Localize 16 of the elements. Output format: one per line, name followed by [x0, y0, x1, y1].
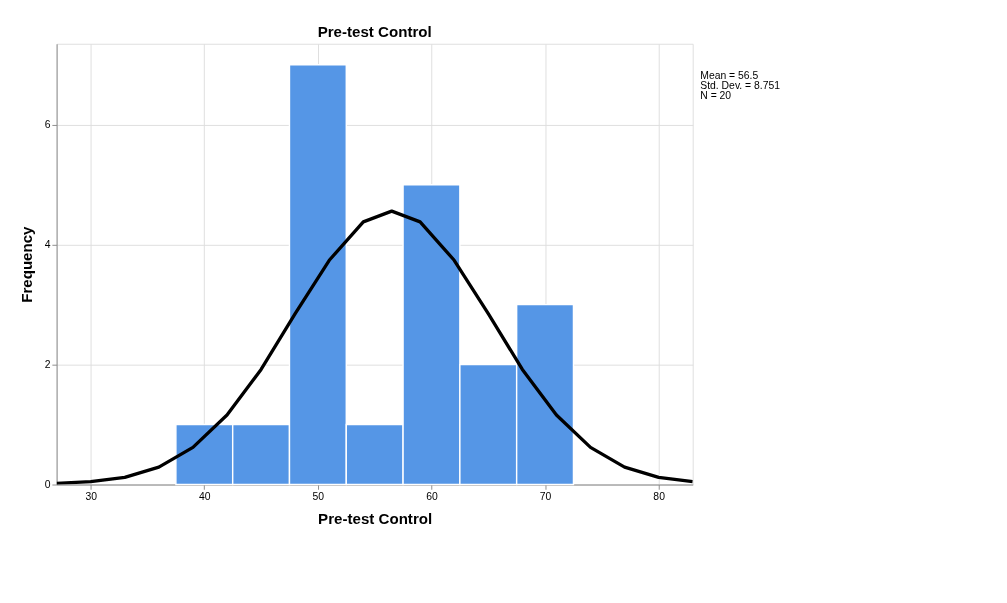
- text: Mean = 56.5: [700, 69, 759, 81]
- y-tick-label: 0: [44, 478, 51, 490]
- y-tick-label: 4: [44, 238, 51, 250]
- x-tick-label: 70: [539, 491, 552, 503]
- text: Std. Dev. = 8.751: [700, 80, 781, 92]
- x-tick-label: 80: [653, 491, 666, 503]
- text: N = 20: [700, 90, 732, 102]
- y-tick-label: 2: [44, 358, 51, 370]
- x-axis-title: Pre-test Control: [318, 509, 433, 527]
- chart-title: Pre-test Control: [317, 23, 432, 41]
- y-tick-label: 6: [44, 119, 51, 131]
- x-tick-label: 30: [85, 491, 98, 503]
- y-axis-title: Frequency: [18, 225, 36, 303]
- x-tick-label: 40: [198, 491, 211, 503]
- x-tick-label: 60: [426, 491, 438, 503]
- x-tick-label: 50: [312, 491, 325, 503]
